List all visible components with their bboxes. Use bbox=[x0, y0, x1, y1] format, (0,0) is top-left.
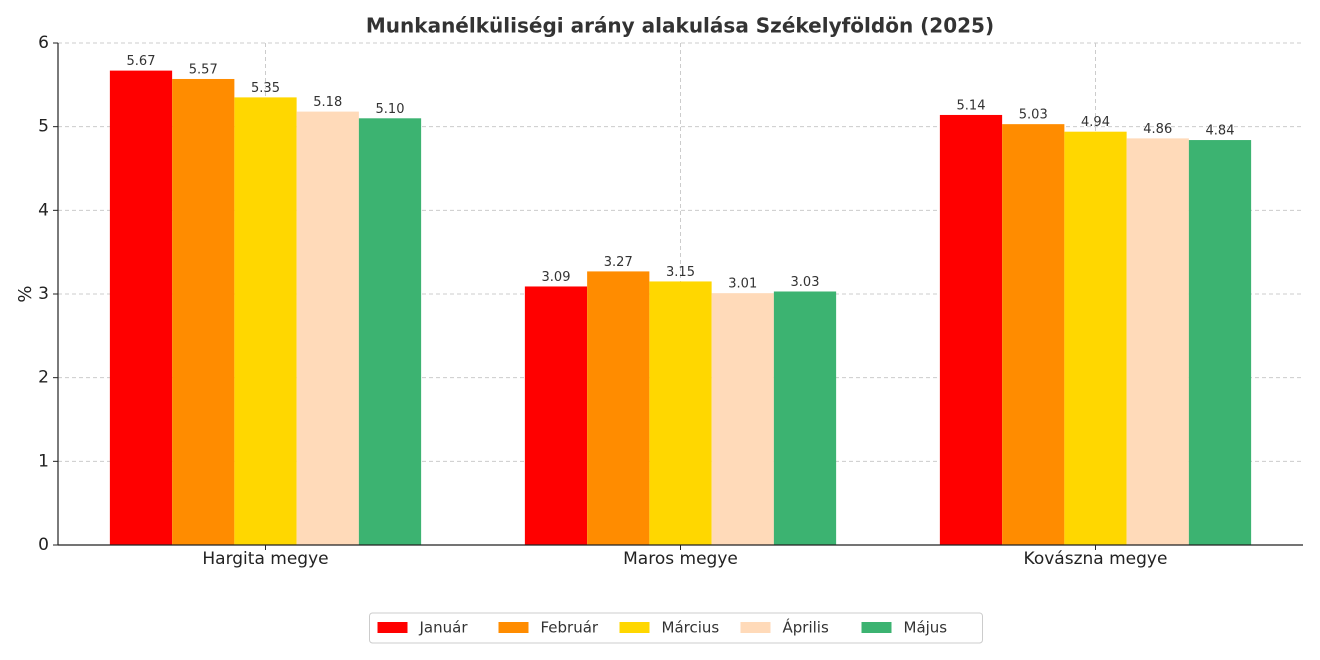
data-label: 5.18 bbox=[313, 95, 342, 110]
y-tick-label: 1 bbox=[38, 451, 49, 471]
legend-label: Február bbox=[541, 619, 599, 637]
data-label: 4.86 bbox=[1143, 122, 1172, 137]
data-label: 3.09 bbox=[542, 270, 571, 285]
legend-label: Március bbox=[662, 619, 720, 637]
bar bbox=[296, 111, 359, 546]
data-label: 4.94 bbox=[1081, 115, 1110, 130]
y-tick-label: 6 bbox=[38, 33, 49, 53]
y-tick-label: 4 bbox=[38, 200, 49, 220]
x-tick-label: Kovászna megye bbox=[1024, 549, 1168, 569]
legend-label: Január bbox=[419, 619, 469, 637]
y-tick-label: 2 bbox=[38, 368, 49, 388]
bar bbox=[172, 78, 235, 545]
bar bbox=[234, 97, 297, 545]
data-label: 5.57 bbox=[189, 62, 218, 77]
data-label: 5.10 bbox=[376, 102, 405, 117]
y-tick-label: 0 bbox=[38, 535, 49, 555]
y-tick-label: 5 bbox=[38, 117, 49, 137]
bar bbox=[939, 114, 1003, 545]
data-label: 3.01 bbox=[728, 277, 757, 292]
data-label: 5.14 bbox=[957, 98, 986, 113]
bar bbox=[1002, 124, 1065, 545]
bar bbox=[711, 293, 774, 545]
bar bbox=[358, 118, 422, 546]
legend-swatch bbox=[861, 622, 892, 633]
bar bbox=[109, 70, 173, 546]
x-tick-label: Hargita megye bbox=[202, 549, 328, 569]
data-label: 5.35 bbox=[251, 81, 280, 96]
bar bbox=[1188, 140, 1252, 545]
legend-label: Május bbox=[904, 619, 948, 637]
legend-swatch bbox=[377, 622, 408, 633]
data-label: 5.03 bbox=[1019, 108, 1048, 123]
data-label: 5.67 bbox=[127, 54, 156, 69]
legend-swatch bbox=[619, 622, 650, 633]
data-label: 3.03 bbox=[791, 275, 820, 290]
bar bbox=[1064, 131, 1127, 546]
legend-swatch bbox=[740, 622, 771, 633]
bar bbox=[773, 291, 837, 545]
data-label: 3.27 bbox=[604, 255, 633, 270]
y-tick-label: 3 bbox=[38, 284, 49, 304]
bar bbox=[524, 286, 588, 545]
y-axis-label: % bbox=[15, 285, 36, 302]
chart-title: Munkanélküliségi arány alakulása Székely… bbox=[366, 14, 994, 38]
bar bbox=[1126, 138, 1189, 545]
legend-label: Április bbox=[783, 618, 829, 637]
legend-swatch bbox=[498, 622, 529, 633]
legend bbox=[369, 612, 983, 644]
bar bbox=[587, 271, 650, 545]
data-label: 4.84 bbox=[1206, 124, 1235, 139]
bar bbox=[649, 281, 712, 545]
x-tick-label: Maros megye bbox=[623, 549, 738, 569]
data-label: 3.15 bbox=[666, 265, 695, 280]
